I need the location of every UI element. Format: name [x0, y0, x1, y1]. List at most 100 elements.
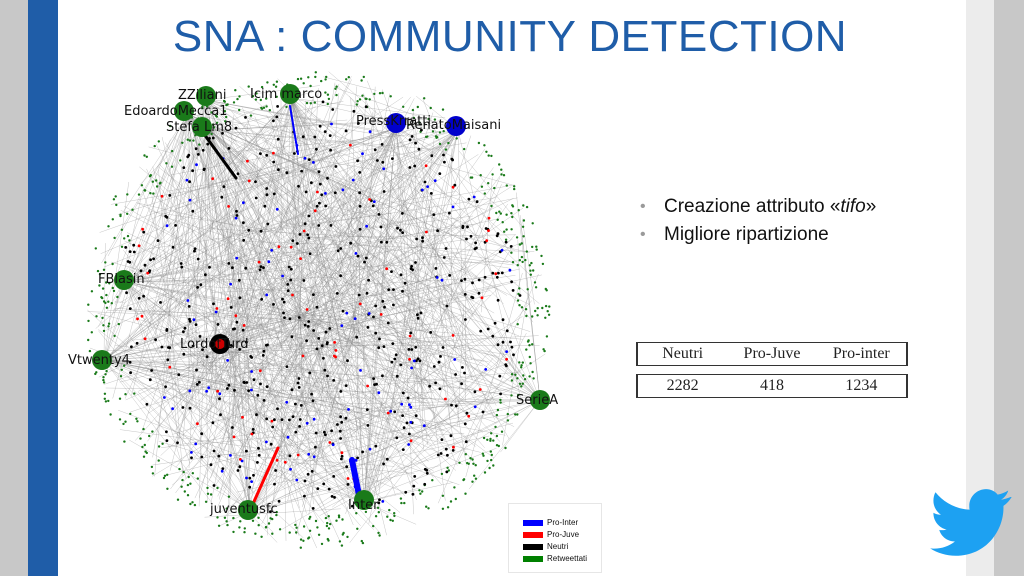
graph-node-retweettati	[520, 306, 524, 309]
graph-node-retweettati	[180, 485, 183, 488]
graph-node-neutri	[501, 340, 505, 344]
graph-node-neutri	[156, 239, 160, 243]
graph-node-retweettati	[364, 97, 367, 100]
graph-node-retweettati	[158, 182, 162, 185]
graph-node-neutri	[238, 465, 242, 469]
graph-node-retweettati	[431, 479, 434, 482]
graph-node-neutri	[410, 348, 414, 351]
graph-node-neutri	[380, 240, 383, 244]
graph-node-neutri	[463, 371, 466, 375]
graph-node-neutri	[446, 453, 449, 457]
graph-node-neutri	[333, 496, 336, 499]
graph-node-retweettati	[335, 93, 338, 97]
graph-node-retweettati	[149, 192, 152, 195]
graph-node-retweettati	[238, 95, 241, 98]
graph-node-pro-juve	[136, 317, 139, 321]
graph-node-pro-inter	[340, 324, 344, 327]
graph-node-neutri	[380, 143, 384, 146]
graph-node-retweettati	[140, 184, 144, 187]
graph-node-pro-inter	[409, 420, 413, 424]
graph-node-pro-inter	[433, 179, 437, 182]
graph-node-neutri	[358, 227, 362, 231]
graph-node-retweettati	[489, 437, 492, 441]
graph-node-neutri	[165, 430, 168, 434]
graph-node-retweettati	[247, 85, 250, 88]
graph-node-neutri	[290, 335, 294, 339]
graph-node-neutri	[518, 294, 522, 297]
graph-node-retweettati	[329, 522, 332, 526]
graph-node-retweettati	[403, 501, 406, 505]
graph-node-neutri	[382, 345, 386, 348]
graph-node-neutri	[256, 393, 260, 397]
graph-node-retweettati	[474, 477, 478, 480]
graph-node-pro-inter	[410, 366, 413, 370]
graph-node-neutri	[393, 410, 397, 414]
graph-node-retweettati	[416, 105, 419, 109]
graph-node-retweettati	[402, 105, 405, 108]
graph-node-retweettati	[541, 306, 544, 310]
graph-node-retweettati	[223, 516, 227, 519]
graph-node-retweettati	[260, 535, 263, 538]
graph-node-retweettati	[472, 462, 475, 465]
graph-node-retweettati	[545, 335, 549, 338]
graph-node-neutri	[439, 452, 443, 455]
left-decor-bar	[0, 0, 58, 576]
bullet-text: Migliore ripartizione	[664, 224, 829, 245]
graph-node-pro-juve	[334, 349, 338, 352]
graph-node-pro-juve	[334, 355, 337, 359]
graph-node-neutri	[159, 301, 162, 304]
graph-node-neutri	[315, 305, 319, 309]
graph-node-neutri	[286, 289, 290, 293]
graph-node-pro-inter	[377, 391, 381, 395]
graph-node-pro-inter	[331, 443, 335, 447]
graph-node-retweettati	[150, 465, 154, 469]
graph-node-retweettati	[96, 269, 100, 273]
stefa-cluster-streak	[202, 132, 238, 180]
graph-node-neutri	[298, 233, 302, 236]
graph-node-neutri	[391, 342, 395, 345]
graph-node-neutri	[448, 211, 451, 215]
lordofturd-label: LordofTurd	[180, 337, 249, 352]
graph-node-retweettati	[87, 303, 90, 306]
graph-node-neutri	[241, 328, 245, 332]
graph-node-neutri	[269, 442, 273, 446]
graph-node-retweettati	[521, 225, 525, 228]
graph-node-neutri	[227, 147, 231, 150]
graph-node-retweettati	[257, 516, 260, 519]
graph-node-retweettati	[464, 453, 467, 456]
graph-node-neutri	[511, 289, 515, 292]
graph-node-retweettati	[426, 135, 429, 138]
graph-node-neutri	[495, 275, 499, 279]
graph-node-neutri	[463, 293, 467, 296]
graph-node-neutri	[258, 268, 262, 272]
juve-cluster-streak	[250, 446, 280, 508]
graph-node-retweettati	[307, 76, 310, 79]
graph-node-pro-juve	[215, 307, 219, 310]
graph-node-retweettati	[87, 319, 90, 323]
graph-node-neutri	[367, 278, 370, 282]
graph-node-pro-inter	[285, 400, 289, 404]
graph-node-neutri	[227, 262, 231, 265]
graph-node-retweettati	[381, 91, 384, 95]
graph-node-neutri	[399, 273, 403, 277]
graph-node-retweettati	[531, 343, 534, 346]
graph-node-neutri	[349, 241, 353, 245]
graph-node-pro-juve	[160, 194, 164, 198]
graph-node-retweettati	[493, 186, 496, 190]
graph-node-retweettati	[169, 124, 172, 128]
graph-node-retweettati	[444, 148, 448, 151]
graph-node-neutri	[331, 108, 335, 111]
graph-node-retweettati	[251, 95, 255, 98]
graph-node-retweettati	[94, 372, 97, 376]
graph-node-neutri	[340, 457, 343, 461]
graph-node-neutri	[265, 187, 269, 190]
graph-node-neutri	[314, 431, 318, 435]
graph-node-neutri	[265, 417, 269, 421]
graph-node-neutri	[392, 303, 395, 307]
graph-node-retweettati	[501, 221, 504, 224]
graph-node-neutri	[386, 321, 390, 325]
graph-node-pro-inter	[354, 458, 358, 462]
graph-node-retweettati	[492, 464, 495, 467]
graph-node-retweettati	[513, 185, 516, 188]
graph-node-retweettati	[254, 532, 257, 535]
